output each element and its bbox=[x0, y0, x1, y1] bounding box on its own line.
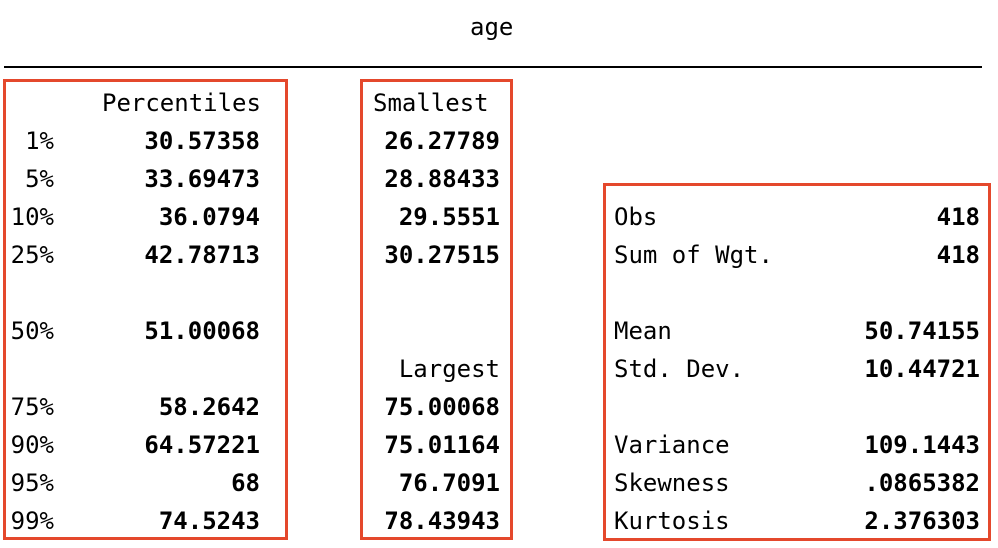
largest-value: 75.01164 bbox=[384, 431, 500, 459]
stat-value-std-dev: 10.44721 bbox=[864, 355, 980, 383]
largest-header: Largest bbox=[398, 355, 500, 383]
stat-value-kurtosis: 2.376303 bbox=[864, 507, 980, 535]
stat-label-sum-of-wgt: Sum of Wgt. bbox=[614, 241, 773, 269]
smallest-value: 29.5551 bbox=[398, 203, 500, 231]
smallest-value: 26.27789 bbox=[384, 127, 500, 155]
pct-value: 36.0794 bbox=[158, 203, 260, 231]
pct-value: 58.2642 bbox=[158, 393, 260, 421]
pct-label: 75% bbox=[10, 393, 54, 421]
header-rule bbox=[4, 66, 982, 68]
percentiles-highlight-box bbox=[3, 79, 288, 540]
stat-value-skewness: .0865382 bbox=[864, 469, 980, 497]
pct-value: 64.57221 bbox=[144, 431, 260, 459]
pct-value: 42.78713 bbox=[144, 241, 260, 269]
pct-value: 30.57358 bbox=[144, 127, 260, 155]
stat-value-mean: 50.74155 bbox=[864, 317, 980, 345]
percentiles-header: Percentiles bbox=[102, 89, 261, 117]
stat-label-kurtosis: Kurtosis bbox=[614, 507, 730, 535]
stat-label-std-dev: Std. Dev. bbox=[614, 355, 745, 383]
smallest-header: Smallest bbox=[373, 89, 489, 117]
stat-label-obs: Obs bbox=[614, 203, 658, 231]
pct-value: 74.5243 bbox=[158, 507, 260, 535]
pct-label: 25% bbox=[10, 241, 54, 269]
largest-value: 75.00068 bbox=[384, 393, 500, 421]
stat-value-variance: 109.1443 bbox=[864, 431, 980, 459]
largest-value: 76.7091 bbox=[398, 469, 500, 497]
stat-label-variance: Variance bbox=[614, 431, 730, 459]
pct-value: 33.69473 bbox=[144, 165, 260, 193]
smallest-value: 30.27515 bbox=[384, 241, 500, 269]
variable-title: age bbox=[470, 13, 514, 41]
pct-label: 50% bbox=[10, 317, 54, 345]
smallest-value: 28.88433 bbox=[384, 165, 500, 193]
stats-highlight-box bbox=[603, 183, 991, 541]
stat-label-skewness: Skewness bbox=[614, 469, 730, 497]
stat-value-obs: 418 bbox=[936, 203, 980, 231]
pct-label: 95% bbox=[10, 469, 54, 497]
pct-value: 51.00068 bbox=[144, 317, 260, 345]
stat-value-sum-of-wgt: 418 bbox=[936, 241, 980, 269]
largest-value: 78.43943 bbox=[384, 507, 500, 535]
pct-label: 10% bbox=[10, 203, 54, 231]
pct-value: 68 bbox=[231, 469, 260, 497]
pct-label: 90% bbox=[10, 431, 54, 459]
smallest-largest-highlight-box bbox=[360, 79, 513, 540]
pct-label: 5% bbox=[25, 165, 54, 193]
stat-label-mean: Mean bbox=[614, 317, 672, 345]
pct-label: 99% bbox=[10, 507, 54, 535]
pct-label: 1% bbox=[25, 127, 54, 155]
